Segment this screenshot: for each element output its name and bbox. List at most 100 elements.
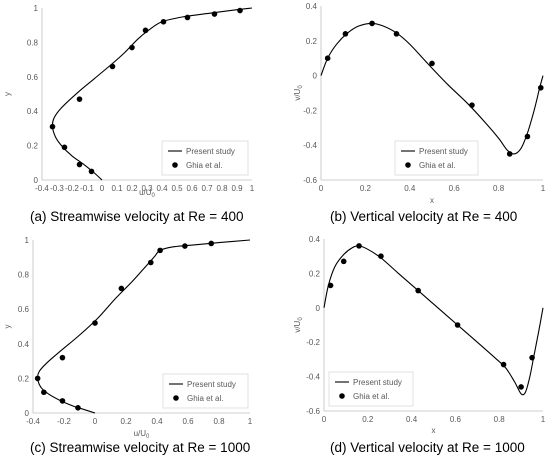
legend: Present study Ghia et al. bbox=[161, 140, 249, 176]
present-study-line bbox=[323, 245, 544, 396]
legend-box bbox=[328, 371, 414, 407]
x-tick-label: 0 bbox=[100, 184, 105, 193]
ghia-data-point bbox=[49, 123, 56, 130]
y-tick-label: -0.2 bbox=[306, 338, 320, 347]
panel-caption: (d) Vertical velocity at Re = 1000 bbox=[330, 440, 525, 455]
y-axis-label-subscript: 0 bbox=[298, 317, 304, 321]
y-tick-label: 0 bbox=[25, 409, 30, 418]
chart-panel-3: -0.4 -0.2 0 0.2 0.4 0.6 0.8 1 0 0.2 0.4 0.6 0.8 1 u/U0… bbox=[3, 236, 253, 455]
chart-panel-4: 0 0.2 0.4 0.6 0.8 1 -0.6 -0.4 -0.2 0 0.2 0.4 x v/U0 Pr… bbox=[293, 235, 546, 455]
ghia-data-point bbox=[378, 253, 384, 259]
x-axis-label: u/U0 bbox=[134, 429, 150, 440]
ghia-data-point bbox=[237, 7, 243, 14]
y-tick-label: 1 bbox=[25, 236, 30, 245]
legend: Present study Ghia et al. bbox=[394, 140, 479, 176]
y-tick-label: 0.2 bbox=[18, 374, 30, 383]
x-tick-label: 0 bbox=[319, 184, 324, 193]
ghia-data-point bbox=[340, 258, 347, 265]
ghia-data-point bbox=[429, 60, 435, 67]
x-axis-label-subscript: 0 bbox=[146, 434, 150, 440]
ghia-data-point bbox=[529, 354, 535, 361]
x-tick-label: -0.4 bbox=[35, 184, 49, 193]
x-tick-label: 1 bbox=[250, 184, 255, 193]
ghia-data-point bbox=[34, 375, 41, 382]
x-axis-label: u/U0 bbox=[139, 188, 155, 199]
x-tick-label: 0.4 bbox=[404, 184, 416, 193]
ghia-data-point bbox=[184, 14, 191, 21]
y-axis-label: v/U0 bbox=[293, 85, 304, 101]
x-tick-label: 0.7 bbox=[201, 184, 213, 193]
legend-entry-ghia: Ghia et al. bbox=[186, 161, 222, 170]
x-tick-label: 0.8 bbox=[493, 184, 505, 193]
ghia-data-point bbox=[118, 285, 125, 292]
x-tick-label: 0.8 bbox=[494, 415, 506, 424]
y-tick-label: 0.6 bbox=[27, 73, 39, 82]
x-tick-label: 0.6 bbox=[450, 415, 462, 424]
ghia-data-point bbox=[342, 31, 349, 37]
x-tick-label: 0.2 bbox=[120, 417, 132, 426]
ghia-data-point bbox=[148, 259, 154, 266]
ghia-data-point bbox=[41, 389, 47, 396]
ghia-data-point bbox=[211, 11, 218, 17]
ghia-data-point bbox=[469, 102, 475, 108]
ghia-data-point bbox=[454, 322, 461, 328]
legend-box bbox=[394, 140, 479, 176]
legend-entry-present-study: Present study bbox=[187, 380, 236, 389]
ghia-data-point bbox=[92, 320, 98, 326]
x-axis-label-subscript: 0 bbox=[152, 193, 156, 199]
ghia-data-point bbox=[109, 63, 116, 70]
y-tick-label: 0.6 bbox=[18, 305, 30, 314]
ghia-data-point bbox=[59, 398, 66, 404]
ghia-data-point bbox=[157, 247, 163, 254]
ghia-data-point bbox=[356, 243, 362, 249]
y-axis-label: y bbox=[3, 92, 12, 96]
y-tick-label: 0 bbox=[34, 176, 39, 185]
ghia-data-point bbox=[327, 282, 334, 289]
ghia-data-point bbox=[182, 243, 188, 249]
x-tick-label: 1 bbox=[541, 184, 546, 193]
y-tick-label: 0.2 bbox=[27, 142, 39, 151]
x-tick-label: -0.3 bbox=[50, 184, 64, 193]
chart-panel-1: -0.4 -0.3 -0.2 -0.1 0 0.1 0.2 0.3 0.4 0.5 0.6 0.7 0.… bbox=[3, 4, 255, 224]
ghia-data-point bbox=[142, 27, 149, 34]
legend: Present study Ghia et al. bbox=[328, 371, 414, 407]
x-axis-label: x bbox=[430, 196, 434, 205]
y-tick-label: 0 bbox=[316, 304, 321, 313]
x-tick-label: 0 bbox=[93, 417, 98, 426]
present-study-line bbox=[37, 239, 251, 414]
x-tick-label: -0.2 bbox=[65, 184, 79, 193]
ghia-data-point bbox=[415, 287, 421, 294]
x-tick-label: 0.4 bbox=[406, 415, 418, 424]
y-axis-label: v/U0 bbox=[293, 317, 304, 333]
panel-caption: (a) Streamwise velocity at Re = 400 bbox=[30, 209, 243, 224]
x-tick-label: 0.5 bbox=[171, 184, 183, 193]
legend-box bbox=[162, 373, 249, 409]
legend-marker-swatch bbox=[339, 393, 345, 399]
panel-caption: (b) Vertical velocity at Re = 400 bbox=[330, 209, 517, 224]
ghia-data-point bbox=[518, 384, 524, 390]
ghia-data-point bbox=[208, 240, 215, 247]
x-tick-label: 0.4 bbox=[151, 417, 163, 426]
y-tick-label: -0.4 bbox=[306, 373, 320, 382]
ghia-data-point bbox=[76, 96, 83, 102]
x-tick-label: 0.6 bbox=[182, 417, 194, 426]
y-tick-label: 0.4 bbox=[309, 235, 321, 244]
ghia-data-point bbox=[393, 31, 400, 37]
x-tick-label: 0.1 bbox=[111, 184, 123, 193]
ghia-data-point bbox=[61, 144, 68, 151]
y-tick-label: 0 bbox=[313, 72, 318, 81]
legend-entry-ghia: Ghia et al. bbox=[419, 161, 455, 170]
y-axis-label-subscript: 0 bbox=[298, 85, 304, 89]
chart-panel-2: 0 0.2 0.4 0.6 0.8 1 -0.6 -0.4 -0.2 0 0.2 0.4 x v/U0 Pr… bbox=[293, 2, 546, 224]
x-tick-label: 0.6 bbox=[186, 184, 198, 193]
legend-entry-present-study: Present study bbox=[353, 378, 402, 387]
legend-marker-swatch bbox=[172, 162, 178, 168]
y-tick-label: -0.6 bbox=[306, 407, 320, 416]
ghia-data-point bbox=[75, 405, 81, 411]
y-tick-label: 1 bbox=[34, 4, 39, 13]
x-tick-label: 0.6 bbox=[449, 184, 461, 193]
ghia-data-point bbox=[88, 168, 95, 175]
y-tick-label: 0.4 bbox=[27, 107, 39, 116]
present-study-line bbox=[320, 22, 544, 155]
ghia-data-point bbox=[506, 151, 513, 157]
